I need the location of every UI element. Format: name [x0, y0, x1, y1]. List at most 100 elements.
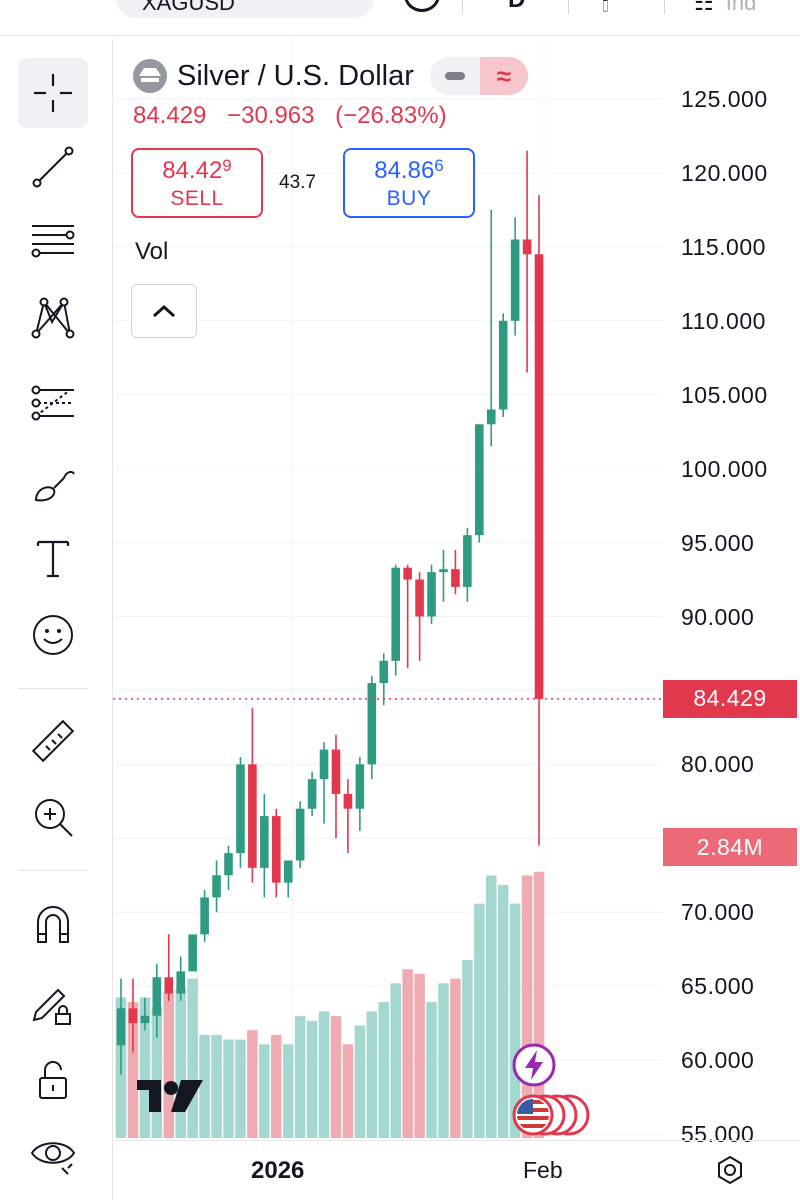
volume-bar — [402, 969, 413, 1138]
price-tick-label: 110.000 — [681, 307, 766, 334]
symbol-search[interactable]: XAGUSD — [116, 0, 374, 18]
crosshair-icon[interactable] — [18, 58, 88, 128]
price-tick-label: 80.000 — [681, 751, 755, 778]
price-tick-label: 55.000 — [681, 1121, 755, 1147]
silver-logo-icon — [133, 59, 167, 93]
chart-pane[interactable]: Silver / U.S. Dollar ≈ 84.429 −30.963 (−… — [112, 38, 800, 1200]
volume-bar — [414, 973, 425, 1138]
candle-body — [451, 569, 460, 587]
legend-controls: ≈ — [429, 57, 528, 95]
sell-label: SELL — [170, 187, 224, 210]
change-value: −30.963 — [227, 102, 315, 129]
sell-price-pip: 9 — [222, 156, 232, 175]
chevron-up-icon — [152, 304, 176, 318]
candle-body — [260, 816, 269, 868]
candle-body — [164, 977, 174, 994]
ruler-icon[interactable] — [18, 706, 88, 776]
time-axis[interactable]: 2026 Feb — [113, 1140, 800, 1200]
candle-body — [439, 569, 448, 573]
volume-bar — [247, 1030, 258, 1138]
lock-icon[interactable] — [18, 1044, 88, 1114]
indicators-icon: ☷ — [694, 0, 714, 15]
zoom-in-icon[interactable] — [18, 782, 88, 852]
buy-button[interactable]: 84.866 BUY — [343, 148, 475, 218]
eye-icon[interactable] — [18, 1118, 88, 1188]
volume-bar — [426, 1002, 437, 1138]
candle-body — [212, 875, 221, 898]
fib-retracement-icon[interactable] — [18, 206, 88, 276]
price-tick-label: 60.000 — [681, 1047, 755, 1074]
volume-label[interactable]: Vol — [135, 238, 169, 265]
volume-bar — [474, 903, 485, 1138]
lock-drawing-icon[interactable] — [18, 968, 88, 1038]
candle-body — [319, 749, 329, 780]
sell-button[interactable]: 84.429 SELL — [131, 148, 263, 218]
brush-icon[interactable] — [18, 448, 88, 518]
symbol-label: XAGUSD — [142, 0, 235, 15]
volume-bar — [485, 875, 497, 1138]
candle-body — [343, 793, 353, 809]
candle-body — [128, 1008, 138, 1024]
candle-body — [534, 254, 544, 699]
flash-icon[interactable] — [511, 1042, 557, 1093]
candle-body — [522, 239, 532, 255]
volume-bar — [271, 1034, 282, 1138]
text-icon[interactable] — [18, 524, 88, 594]
pattern-icon[interactable] — [18, 282, 88, 352]
toolbar-divider — [18, 870, 88, 871]
magnet-icon[interactable] — [18, 890, 88, 960]
volume-bar — [151, 1006, 163, 1138]
volume-bar — [450, 978, 461, 1138]
candle-body — [391, 567, 401, 661]
interval-button[interactable]: D — [508, 0, 525, 14]
price-tick-label: 70.000 — [681, 899, 755, 926]
buy-label: BUY — [386, 187, 432, 210]
buy-price-pip: 6 — [434, 156, 444, 175]
indicators-button[interactable]: ☷ Ind — [694, 0, 756, 16]
volume-bar — [282, 1044, 294, 1138]
toolbar-divider — [18, 688, 88, 689]
time-label-year: 2026 — [251, 1157, 305, 1184]
volume-bar — [330, 1016, 342, 1138]
emoji-icon[interactable] — [18, 600, 88, 670]
volume-bar — [354, 1025, 366, 1138]
volume-bar — [306, 1020, 318, 1138]
volume-bar — [127, 1002, 139, 1138]
candle-body — [248, 764, 257, 868]
economic-events-icon[interactable] — [509, 1090, 599, 1145]
tradingview-logo[interactable] — [137, 1078, 203, 1119]
chart-settings-icon[interactable] — [715, 1155, 745, 1190]
approx-icon[interactable]: ≈ — [479, 57, 528, 95]
candle-body — [200, 897, 209, 935]
symbol-title[interactable]: Silver / U.S. Dollar — [177, 59, 414, 92]
collapse-legend-icon[interactable] — [430, 57, 480, 95]
menu-icon[interactable] — [34, 0, 74, 4]
volume-bar — [139, 997, 151, 1138]
collapse-indicators-button[interactable] — [131, 284, 197, 338]
volume-bar — [235, 1039, 246, 1138]
price-tick-label: 105.000 — [681, 381, 768, 408]
volume-bar — [521, 875, 533, 1138]
price-chart[interactable] — [113, 38, 800, 1140]
volume-bar — [509, 903, 521, 1138]
price-tick-label: 65.000 — [681, 973, 755, 1000]
volume-bar — [497, 884, 509, 1138]
divider — [664, 0, 665, 14]
price-tick-label: 100.000 — [681, 455, 768, 482]
volume-bar — [199, 1034, 210, 1138]
candle-body — [355, 764, 365, 809]
candle-body — [236, 764, 245, 854]
indicators-label: Ind — [725, 0, 757, 15]
change-percent: (−26.83%) — [335, 102, 447, 129]
drawing-toolbar — [0, 38, 104, 1200]
candle-body — [152, 977, 162, 1016]
time-label-month: Feb — [523, 1157, 563, 1183]
candle-body — [427, 572, 436, 617]
candle-body — [510, 239, 520, 321]
spread-value: 43.7 — [279, 172, 316, 193]
trend-line-icon[interactable] — [18, 132, 88, 202]
volume-bar — [366, 1011, 378, 1138]
prediction-icon[interactable] — [18, 368, 88, 438]
chart-type-icon[interactable]: 🕯 — [602, 0, 609, 17]
clock-icon[interactable] — [404, 0, 440, 12]
